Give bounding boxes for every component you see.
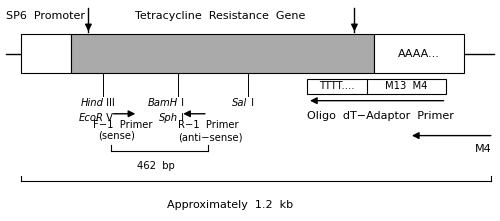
Text: 462  bp: 462 bp <box>136 161 174 171</box>
Text: I: I <box>178 99 184 109</box>
Bar <box>22 34 71 73</box>
Bar <box>71 34 374 73</box>
Text: III: III <box>104 99 115 109</box>
Text: I: I <box>178 113 184 123</box>
Text: Oligo  dT−Adaptor  Primer: Oligo dT−Adaptor Primer <box>307 111 454 121</box>
Text: (sense): (sense) <box>98 131 135 141</box>
Bar <box>374 34 464 73</box>
Text: (anti−sense): (anti−sense) <box>178 133 242 143</box>
Text: R−1  Primer: R−1 Primer <box>178 120 238 130</box>
Text: EcoR: EcoR <box>78 113 104 123</box>
Text: Sal: Sal <box>232 99 248 109</box>
Text: V: V <box>104 113 114 123</box>
Text: AAAA...: AAAA... <box>398 49 440 59</box>
Bar <box>307 79 446 94</box>
Text: Approximately  1.2  kb: Approximately 1.2 kb <box>167 200 293 210</box>
Text: Sph: Sph <box>159 113 178 123</box>
Text: Hind: Hind <box>80 99 104 109</box>
Text: F−1  Primer: F−1 Primer <box>94 120 153 130</box>
Text: M13  M4: M13 M4 <box>386 82 428 91</box>
Text: Tetracycline  Resistance  Gene: Tetracycline Resistance Gene <box>135 11 306 21</box>
Text: I: I <box>248 99 254 109</box>
Text: M4: M4 <box>474 144 491 154</box>
Text: SP6  Promoter: SP6 Promoter <box>6 11 86 21</box>
Text: BamH: BamH <box>148 99 178 109</box>
Text: TTTT....: TTTT.... <box>320 82 355 91</box>
